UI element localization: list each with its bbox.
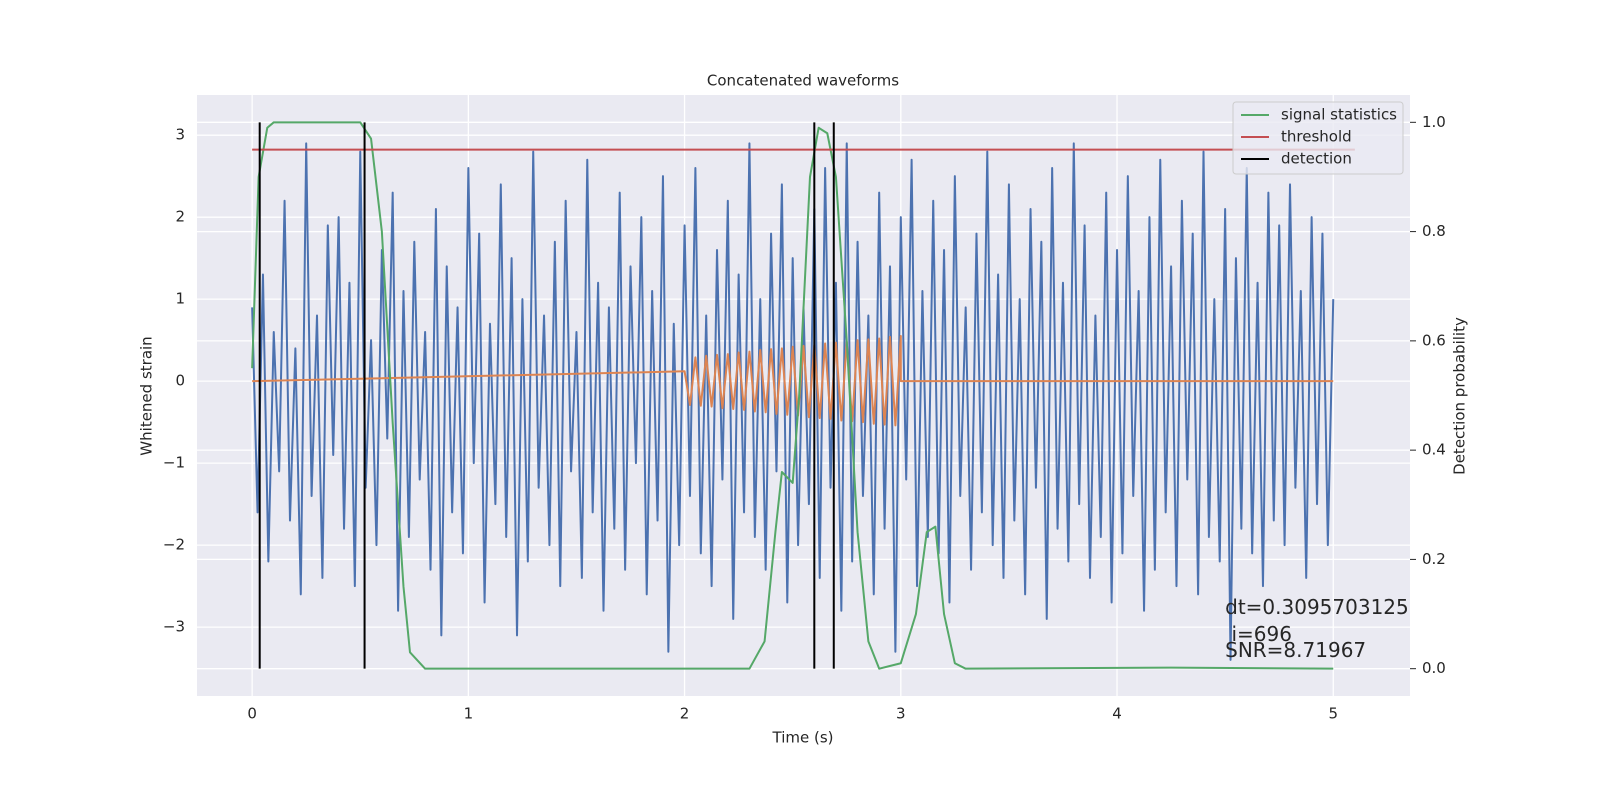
y2-tick-label: 0.6 [1422, 331, 1446, 349]
x-tick-label: 3 [896, 705, 906, 723]
y2-tick-label: 0.2 [1422, 550, 1446, 568]
y2-tick-label: 0.8 [1422, 222, 1446, 240]
series-line [252, 335, 1334, 427]
annotation: dt=0.3095703125 [1225, 595, 1409, 619]
y2-axis-label: Detection probability [1451, 317, 1469, 475]
series-line [251, 142, 1335, 661]
y2-tick-label: 0.4 [1422, 441, 1446, 459]
legend-label: signal statistics [1281, 106, 1397, 124]
annotation: SNR=8.71967 [1225, 638, 1366, 662]
y-tick-label: 2 [175, 208, 185, 226]
x-tick-label: 5 [1328, 705, 1338, 723]
x-tick-label: 0 [247, 705, 257, 723]
legend-label: detection [1281, 150, 1352, 168]
y-tick-label: 3 [175, 126, 185, 144]
legend-label: threshold [1281, 128, 1352, 146]
series-line [251, 121, 1334, 670]
y-tick-label: −2 [163, 536, 185, 554]
x-tick-label: 4 [1112, 705, 1122, 723]
x-axis-label: Time (s) [772, 729, 834, 747]
y-tick-label: −1 [163, 454, 185, 472]
legend-box [1232, 101, 1404, 175]
annotation: i=696 [1225, 622, 1292, 646]
y2-tick-label: 0.0 [1422, 659, 1446, 677]
y-axis-label: Whitened strain [138, 336, 156, 455]
x-tick-label: 1 [464, 705, 474, 723]
x-tick-label: 2 [680, 705, 690, 723]
chart-title: Concatenated waveforms [707, 72, 899, 90]
y-tick-label: 0 [175, 372, 185, 390]
y-tick-label: 1 [175, 290, 185, 308]
y2-tick-label: 1.0 [1422, 113, 1446, 131]
y-tick-label: −3 [163, 618, 185, 636]
